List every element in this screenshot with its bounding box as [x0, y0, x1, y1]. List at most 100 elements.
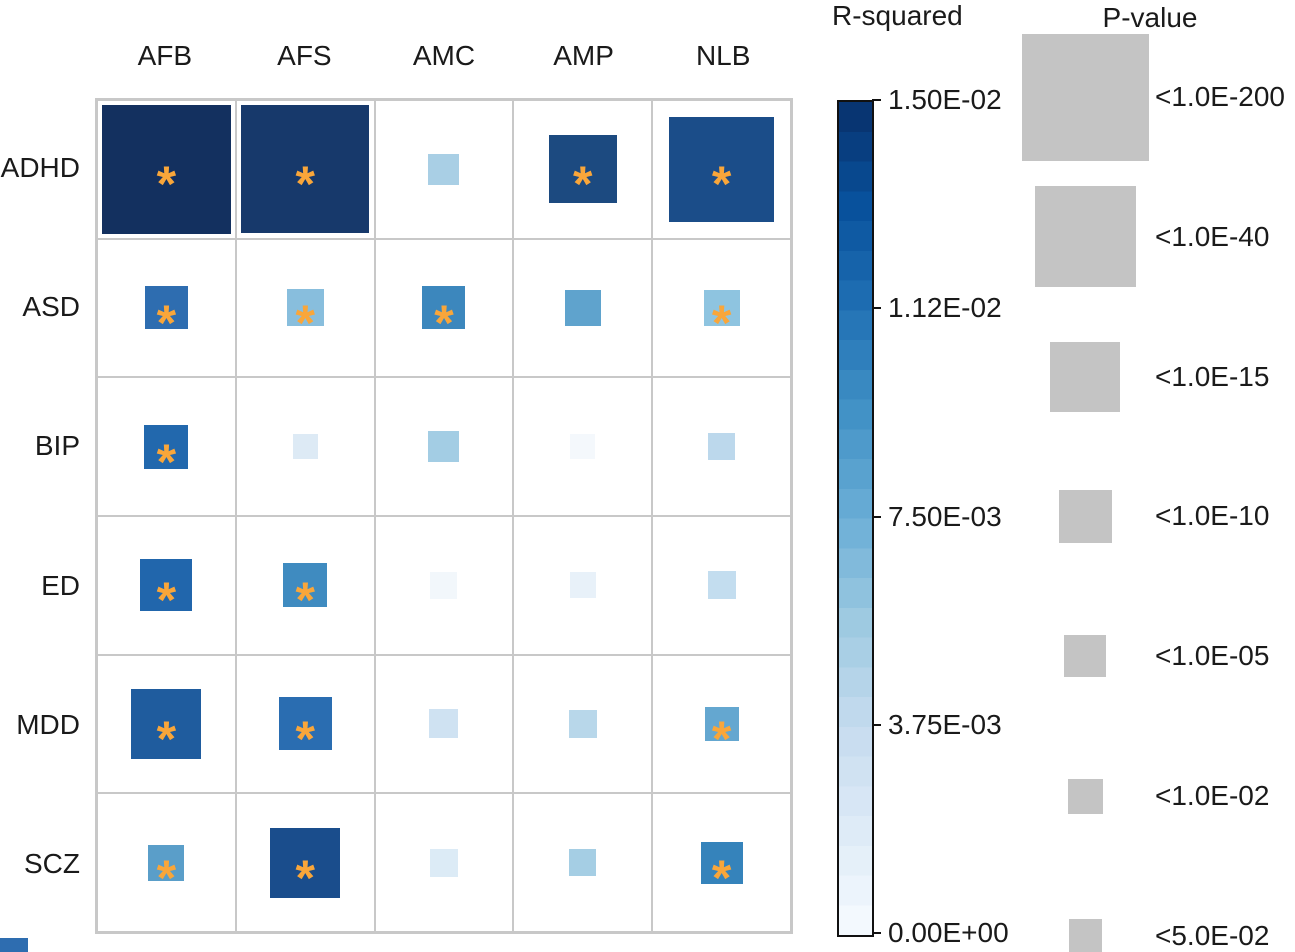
matrix-cell-adhd-nlb: *	[652, 100, 791, 239]
column-header-nlb: NLB	[695, 40, 751, 71]
column-header-afb: AFB	[137, 40, 193, 71]
row-labels: ADHD ASD BIP ED MDD SCZ	[0, 98, 86, 934]
matrix-cell-scz-afs: *	[235, 793, 375, 932]
r2-square: *	[270, 827, 341, 903]
r2-square: *	[101, 104, 231, 234]
colorbar-tick-label: 1.50E-02	[888, 84, 1002, 115]
significance-asterisk: *	[573, 156, 593, 213]
r2-square: *	[148, 844, 185, 903]
r2-square	[569, 849, 597, 877]
significance-asterisk: *	[156, 156, 177, 213]
pvalue-legend-label: <5.0E-02	[1155, 919, 1270, 951]
r2-square: *	[286, 289, 324, 348]
r2-square	[292, 434, 318, 460]
significance-asterisk: *	[295, 572, 315, 629]
matrix-cell-mdd-afs: *	[235, 654, 375, 794]
r2-square	[428, 153, 460, 185]
significance-asterisk: *	[156, 710, 177, 767]
matrix-grid: * * * * * * * * * * * * * * * * *	[95, 98, 793, 934]
matrix-cell-adhd-amc	[374, 100, 514, 239]
matrix-cell-scz-amp	[513, 793, 653, 932]
r2-square: *	[140, 559, 193, 625]
row-label-ed: ED	[41, 569, 80, 601]
significance-asterisk: *	[711, 849, 732, 906]
row-label-adhd: ADHD	[0, 151, 80, 183]
pvalue-legend-square	[1021, 33, 1149, 161]
r2-square: *	[131, 688, 202, 764]
matrix-cell-ed-amc	[374, 516, 514, 655]
matrix-cell-mdd-amc	[374, 654, 514, 794]
pvalue-legend-title: P-value	[1102, 2, 1198, 33]
r2-square: *	[241, 105, 370, 234]
r2-square: *	[144, 286, 188, 348]
matrix-cell-ed-afs: *	[235, 516, 375, 655]
row-label-bip: BIP	[34, 430, 80, 462]
matrix-cell-bip-amc	[374, 377, 514, 516]
matrix-cell-ed-nlb	[652, 516, 791, 655]
colorbar-tick-label: 3.75E-03	[888, 708, 1002, 740]
significance-asterisk: *	[156, 849, 177, 906]
significance-asterisk: *	[295, 710, 315, 767]
pvalue-legend-label: <1.0E-200	[1155, 81, 1285, 112]
matrix-cell-bip-afs	[235, 377, 375, 516]
matrix-cell-adhd-afb: *	[97, 100, 236, 239]
matrix-cell-mdd-afb: *	[97, 654, 236, 794]
pvalue-legend-square	[1058, 489, 1112, 543]
matrix-cell-asd-amc: *	[374, 238, 514, 378]
pvalue-legend-label: <1.0E-15	[1155, 360, 1270, 392]
column-headers: AFB AFS AMC AMP NLB	[95, 38, 793, 74]
colorbar-tick	[872, 723, 881, 726]
r2-square: *	[144, 424, 189, 487]
colorbar-tick-label: 1.12E-02	[888, 292, 1002, 324]
colorbar-tick-label: 0.00E+00	[888, 917, 1009, 948]
matrix-cell-adhd-afs: *	[235, 100, 375, 239]
r2-square	[429, 848, 458, 877]
matrix-cell-bip-afb: *	[97, 377, 236, 516]
matrix-cell-bip-amp	[513, 377, 653, 516]
colorbar-title: R-squared	[832, 0, 963, 31]
significance-asterisk: *	[295, 849, 315, 906]
row-label-asd: ASD	[22, 290, 80, 322]
r2-square	[570, 434, 596, 460]
cropped-figure-artifact	[0, 938, 28, 952]
significance-asterisk: *	[295, 294, 315, 351]
r2-square: *	[700, 841, 743, 903]
significance-asterisk: *	[156, 572, 177, 629]
pvalue-legend-label: <1.0E-05	[1155, 640, 1270, 672]
row-label-scz: SCZ	[24, 848, 80, 880]
colorbar-tick-label: 7.50E-03	[888, 500, 1002, 532]
r2-square: *	[283, 563, 328, 625]
r2-square	[430, 571, 458, 599]
colorbar-tick	[872, 99, 881, 101]
significance-asterisk: *	[156, 433, 177, 490]
colorbar	[837, 100, 874, 937]
r2-square	[569, 572, 596, 599]
r2-square	[707, 571, 736, 600]
r2-square	[428, 431, 460, 463]
pvalue-legend-label: <1.0E-10	[1155, 500, 1270, 532]
pvalue-legend-square	[1067, 778, 1103, 814]
pvalue-legend-square	[1050, 341, 1120, 412]
matrix-cell-asd-afb: *	[97, 238, 236, 378]
matrix-cell-mdd-nlb: *	[652, 654, 791, 794]
colorbar-tick	[872, 515, 881, 518]
column-header-amp: AMP	[553, 40, 614, 71]
column-header-amc: AMC	[412, 40, 476, 71]
r2-square: *	[548, 135, 617, 209]
r2-square: *	[703, 289, 740, 348]
significance-asterisk: *	[711, 156, 732, 213]
matrix-cell-asd-amp	[513, 238, 653, 378]
colorbar-tick	[872, 307, 881, 310]
significance-asterisk: *	[711, 294, 732, 351]
matrix-cell-asd-afs: *	[235, 238, 375, 378]
r2-square: *	[704, 706, 739, 764]
significance-asterisk: *	[434, 294, 454, 351]
significance-asterisk: *	[295, 156, 315, 213]
significance-asterisk: *	[711, 710, 732, 767]
pvalue-legend-square	[1034, 186, 1136, 288]
r2-square: *	[278, 697, 332, 764]
matrix-cell-adhd-amp: *	[513, 100, 653, 239]
r2-square	[568, 709, 597, 738]
column-header-afs: AFS	[277, 40, 332, 71]
